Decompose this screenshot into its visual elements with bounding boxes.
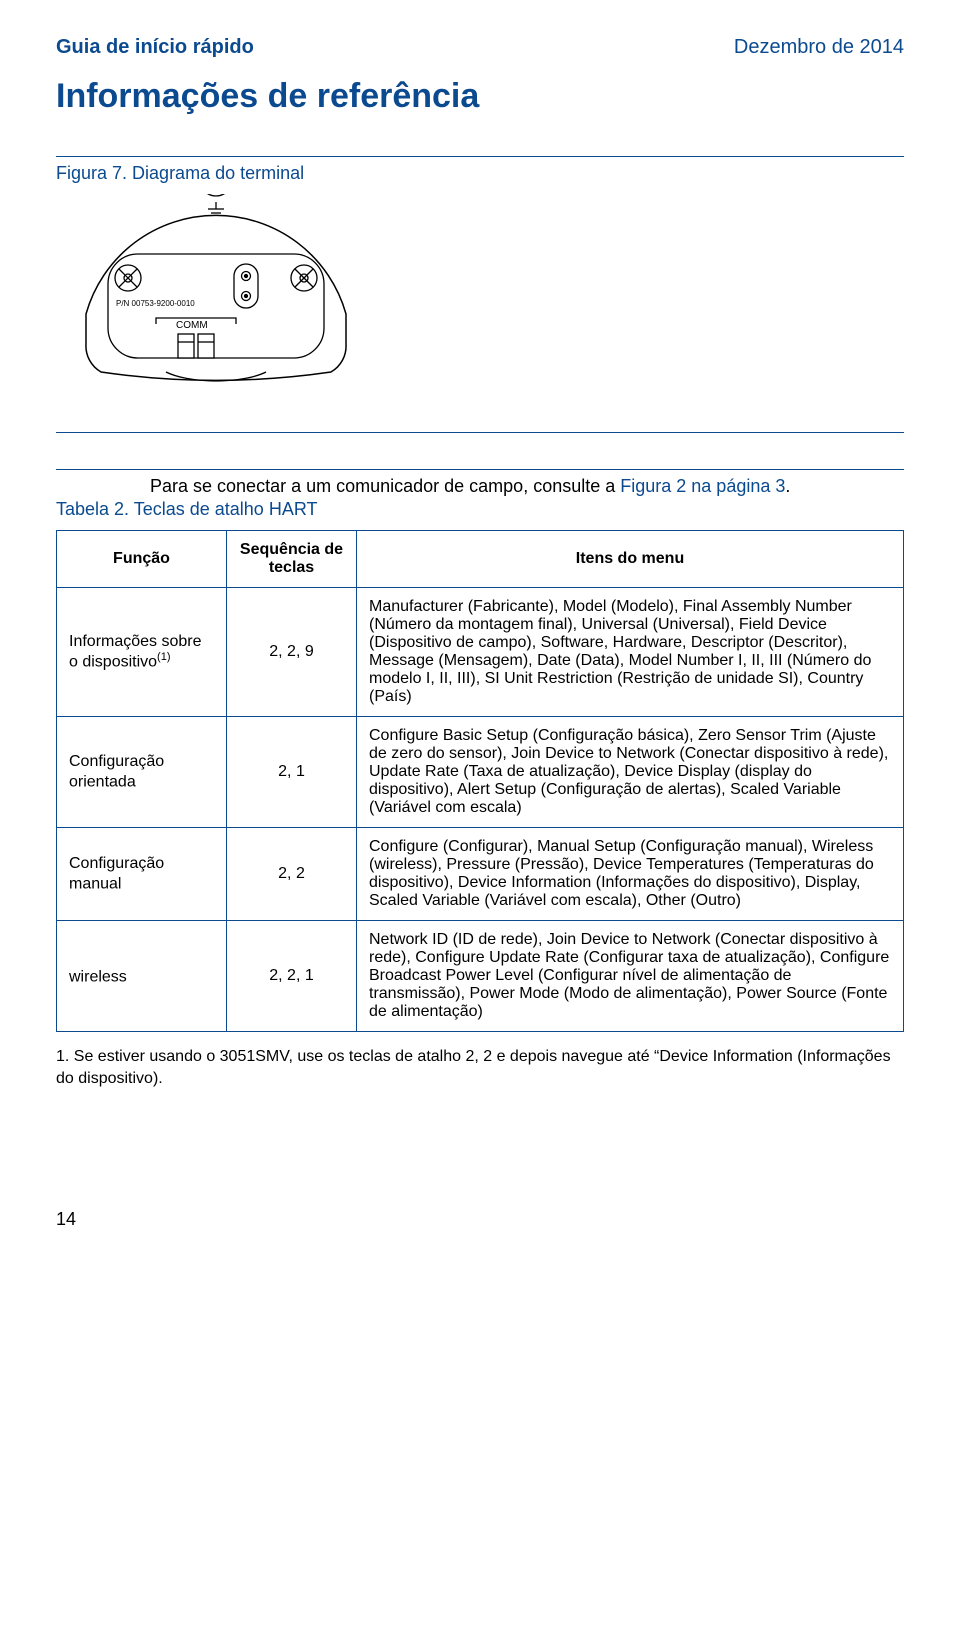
connect-text-pre: Para se conectar a um comunicador de cam… — [150, 476, 620, 496]
figure-number: Figura 7. — [56, 163, 132, 183]
cell-keys: 2, 2, 9 — [227, 588, 357, 717]
cell-func: wireless — [57, 921, 227, 1032]
connect-text: Para se conectar a um comunicador de cam… — [150, 476, 904, 497]
figure-title: Diagrama do terminal — [132, 163, 304, 183]
cell-items: Network ID (ID de rede), Join Device to … — [357, 921, 904, 1032]
page-header: Guia de início rápido Dezembro de 2014 — [56, 36, 904, 59]
terminal-svg: P/N 00753-9200-0010 COMM — [56, 194, 406, 414]
func-sup: (1) — [157, 651, 170, 663]
table-section: Para se conectar a um comunicador de cam… — [56, 469, 904, 1089]
pn-label: P/N 00753-9200-0010 — [116, 299, 195, 308]
cell-keys: 2, 2 — [227, 828, 357, 921]
table-row: Configuração manual 2, 2 Configure (Conf… — [57, 828, 904, 921]
page-number: 14 — [56, 1209, 904, 1230]
connect-text-post: . — [785, 476, 790, 496]
header-left: Guia de início rápido — [56, 36, 254, 59]
col-func: Função — [57, 531, 227, 588]
cell-items: Manufacturer (Fabricante), Model (Modelo… — [357, 588, 904, 717]
terminal-diagram: P/N 00753-9200-0010 COMM — [56, 194, 406, 414]
connect-text-link: Figura 2 na página 3 — [620, 476, 785, 496]
table-row: wireless 2, 2, 1 Network ID (ID de rede)… — [57, 921, 904, 1032]
figure-section: Figura 7. Diagrama do terminal — [56, 156, 904, 433]
page-title: Informações de referência — [56, 77, 904, 116]
page: Guia de início rápido Dezembro de 2014 I… — [0, 0, 960, 1270]
table-header-row: Função Sequência de teclas Itens do menu — [57, 531, 904, 588]
table-row: Informações sobre o dispositivo(1) 2, 2,… — [57, 588, 904, 717]
func-text: Informações sobre o dispositivo — [69, 633, 202, 670]
cell-func: Configuração orientada — [57, 717, 227, 828]
cell-func: Configuração manual — [57, 828, 227, 921]
table-number: Tabela 2. — [56, 499, 134, 519]
cell-func: Informações sobre o dispositivo(1) — [57, 588, 227, 717]
func-text: Configuração orientada — [69, 753, 164, 790]
hart-table: Função Sequência de teclas Itens do menu… — [56, 530, 904, 1032]
table-row: Configuração orientada 2, 1 Configure Ba… — [57, 717, 904, 828]
cell-keys: 2, 1 — [227, 717, 357, 828]
table-label: Tabela 2. Teclas de atalho HART — [56, 499, 904, 520]
footnote: 1. Se estiver usando o 3051SMV, use os t… — [56, 1046, 904, 1089]
comm-label: COMM — [176, 320, 208, 331]
cell-items: Configure Basic Setup (Configuração bási… — [357, 717, 904, 828]
cell-items: Configure (Configurar), Manual Setup (Co… — [357, 828, 904, 921]
header-right: Dezembro de 2014 — [734, 36, 904, 59]
col-keys: Sequência de teclas — [227, 531, 357, 588]
func-text: wireless — [69, 968, 127, 985]
func-text: Configuração manual — [69, 855, 164, 892]
cell-keys: 2, 2, 1 — [227, 921, 357, 1032]
col-items: Itens do menu — [357, 531, 904, 588]
table-title: Teclas de atalho HART — [134, 499, 318, 519]
figure-label: Figura 7. Diagrama do terminal — [56, 163, 904, 184]
